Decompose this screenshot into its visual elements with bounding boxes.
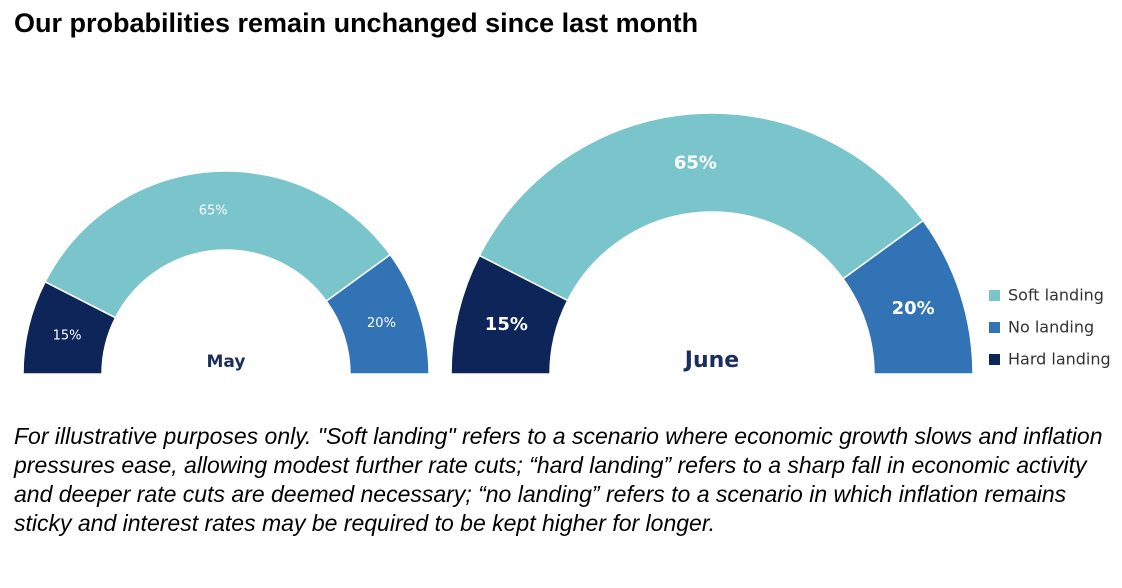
footnote: For illustrative purposes only. "Soft la… — [14, 423, 1103, 536]
slice-soft-landing — [478, 112, 925, 302]
legend: Soft landing No landing Hard landing — [989, 286, 1111, 369]
slice-label-no-landing: 20% — [367, 316, 396, 331]
gauge-label: June — [683, 348, 739, 373]
gauge-may: 15% 65% 20% May — [22, 170, 430, 375]
legend-swatch — [989, 322, 1000, 333]
chart-area: 15% 65% 20% May 15% 65% 20% June Soft landing No… — [22, 112, 1111, 375]
slice-label-no-landing: 20% — [892, 298, 935, 319]
slice-label-hard-landing: 15% — [485, 314, 528, 335]
slice-label-hard-landing: 15% — [53, 328, 82, 343]
slice-label-soft-landing: 65% — [199, 204, 228, 219]
slice-label-soft-landing: 65% — [674, 153, 717, 174]
legend-swatch — [989, 290, 1000, 301]
legend-label: Soft landing — [1008, 286, 1104, 305]
gauges: 15% 65% 20% May 15% 65% 20% June — [22, 112, 974, 375]
legend-swatch — [989, 354, 1000, 365]
legend-item-hard-landing: Hard landing — [989, 350, 1111, 369]
gauge-label: May — [207, 352, 246, 372]
slice-soft-landing — [44, 170, 392, 319]
legend-item-no-landing: No landing — [989, 318, 1094, 337]
slice-no-landing — [842, 219, 974, 375]
legend-item-soft-landing: Soft landing — [989, 286, 1104, 305]
legend-label: Hard landing — [1008, 350, 1111, 369]
legend-label: No landing — [1008, 318, 1094, 337]
slice-no-landing — [325, 253, 430, 375]
gauge-june: 15% 65% 20% June — [450, 112, 974, 375]
chart-title: Our probabilities remain unchanged since… — [14, 8, 699, 38]
